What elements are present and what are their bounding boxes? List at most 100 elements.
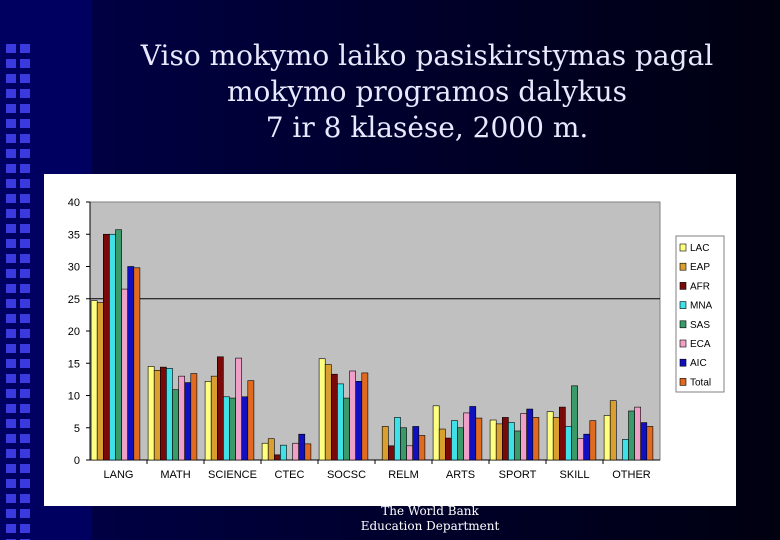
legend-swatch <box>679 358 687 367</box>
bar <box>235 357 243 461</box>
bar <box>190 373 198 461</box>
slide-title: Viso mokymo laiko pasiskirstymas pagal m… <box>92 38 762 146</box>
legend-swatch <box>679 378 687 386</box>
footer-line: Education Department <box>360 519 500 533</box>
bar <box>102 233 110 461</box>
bar <box>178 375 186 461</box>
bar <box>451 420 458 461</box>
slide-decoration-squares <box>6 44 16 540</box>
slide-decoration-squares <box>20 44 30 540</box>
bar <box>267 438 275 461</box>
bar <box>261 442 269 461</box>
bar <box>160 366 167 461</box>
bar <box>457 427 464 461</box>
x-tick-label: MATH <box>160 469 190 481</box>
y-tick-label: 25 <box>68 294 80 306</box>
bar-chart: 0 5 10 15 20 25 30 35 40 LANG MATH SCIENCE CTEC SOCSC… <box>68 197 725 481</box>
bar <box>640 422 648 461</box>
legend-swatch <box>679 301 687 309</box>
y-tick-label: 15 <box>68 358 80 370</box>
bar <box>444 437 452 461</box>
bar <box>432 405 440 461</box>
bar <box>229 397 236 461</box>
x-tick-label: SCIENCE <box>208 469 257 481</box>
x-tick-label: SOCSC <box>327 469 366 481</box>
legend-swatch <box>679 339 687 348</box>
bar <box>520 413 528 461</box>
bar <box>558 406 566 461</box>
bar <box>127 266 135 461</box>
legend-label: AIC <box>690 358 707 369</box>
bar <box>634 406 641 461</box>
bar <box>438 428 446 461</box>
bar <box>172 389 179 461</box>
bar <box>501 417 509 461</box>
bar <box>628 410 635 461</box>
bar <box>184 382 192 461</box>
bar <box>475 417 483 461</box>
x-tick-label: ARTS <box>446 469 475 481</box>
chart-panel: 0 5 10 15 20 25 30 35 40 LANG MATH SCIENCE CTEC SOCSC… <box>44 174 736 506</box>
bar <box>223 396 230 461</box>
x-tick-label: RELM <box>388 469 419 481</box>
bar <box>489 419 497 461</box>
y-tick-label: 20 <box>68 326 80 338</box>
y-tick-label: 10 <box>68 391 80 403</box>
bar <box>166 368 173 461</box>
legend-swatch <box>679 282 687 290</box>
bar <box>609 400 617 461</box>
y-tick-label: 0 <box>74 455 80 467</box>
y-tick-label: 40 <box>68 197 80 209</box>
x-tick-label: OTHER <box>612 469 651 481</box>
bar <box>381 426 389 461</box>
x-tick-label: CTEC <box>275 469 305 481</box>
footer-line: The World Bank <box>381 504 479 518</box>
bar <box>217 356 224 461</box>
bar <box>96 302 104 461</box>
bar <box>526 408 534 461</box>
bar <box>147 366 155 461</box>
bar <box>318 358 326 461</box>
bar <box>469 406 477 461</box>
slide-title-line: mokymo programos dalykus <box>226 75 628 108</box>
bar <box>337 383 344 461</box>
bar <box>355 381 363 461</box>
legend-swatch <box>679 262 687 271</box>
legend-label: LAC <box>690 243 709 254</box>
bar <box>121 288 128 461</box>
bar <box>204 381 212 461</box>
legend-label: AFR <box>690 281 710 292</box>
legend-label: MNA <box>690 301 713 312</box>
bar <box>583 433 591 461</box>
bar <box>514 430 521 461</box>
bar <box>400 427 407 461</box>
legend-swatch <box>679 243 687 252</box>
bar <box>412 426 420 461</box>
legend-swatch <box>679 320 687 329</box>
bar <box>247 380 255 461</box>
bar <box>304 443 312 461</box>
legend-label: SAS <box>690 320 710 331</box>
slide-title-line: 7 ir 8 klasėse, 2000 m. <box>265 111 589 144</box>
bar <box>463 412 471 461</box>
bar <box>280 444 287 461</box>
bar <box>361 372 369 461</box>
bar <box>324 364 332 461</box>
bar <box>552 417 560 461</box>
bar <box>622 439 629 461</box>
y-tick-label: 35 <box>68 229 80 241</box>
bar <box>546 411 554 461</box>
x-tick-label: SKILL <box>560 469 590 481</box>
bar <box>406 445 414 461</box>
bar <box>577 438 584 461</box>
bar <box>109 233 116 461</box>
x-tick-label: LANG <box>104 469 134 481</box>
bar <box>532 417 540 461</box>
y-tick-label: 5 <box>74 423 80 435</box>
slide-title-line: Viso mokymo laiko pasiskirstymas pagal <box>140 39 714 72</box>
bar <box>292 442 300 461</box>
bar <box>241 396 249 461</box>
bar <box>210 375 218 461</box>
bar <box>298 433 306 461</box>
bar <box>589 420 597 461</box>
